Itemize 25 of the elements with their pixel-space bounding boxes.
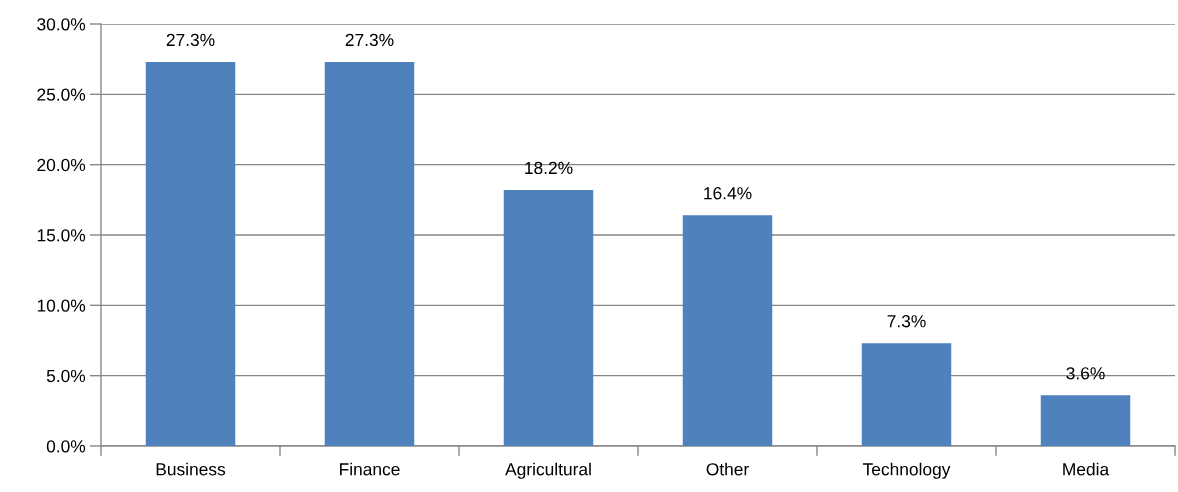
bar — [503, 189, 594, 446]
bar — [145, 61, 236, 446]
x-tick-label: Agricultural — [505, 462, 591, 479]
y-tick-label: 5.0% — [46, 369, 86, 383]
y-tick-label: 30.0% — [37, 18, 86, 31]
bar — [324, 61, 415, 446]
y-tick-label: 20.0% — [37, 158, 86, 172]
data-label: 16.4% — [704, 187, 752, 200]
y-tick-label: 15.0% — [37, 229, 86, 242]
y-tick-label: 0.0% — [46, 440, 86, 453]
bar — [682, 215, 773, 446]
y-tick-label: 10.0% — [37, 299, 86, 312]
x-tick-label: Technology — [862, 462, 951, 479]
data-label: 27.3% — [345, 33, 394, 47]
bar — [1040, 395, 1131, 446]
bar — [861, 343, 952, 446]
x-tick-label: Media — [1063, 462, 1110, 476]
x-tick-label: Business — [156, 462, 226, 476]
data-label: 7.3% — [887, 315, 926, 328]
data-label: 27.3% — [166, 33, 215, 47]
x-tick-label: Other — [706, 462, 749, 476]
x-tick-label: Finance — [340, 462, 400, 476]
data-label: 18.2% — [525, 161, 573, 175]
data-label: 3.6% — [1066, 367, 1105, 380]
y-tick-label: 25.0% — [37, 88, 86, 101]
